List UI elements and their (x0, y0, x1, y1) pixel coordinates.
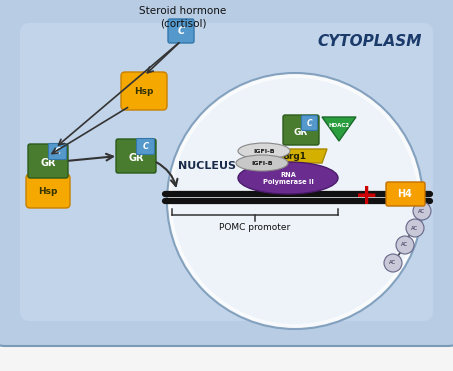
Text: CYTOPLASM: CYTOPLASM (318, 33, 422, 49)
Text: AC: AC (401, 243, 409, 247)
FancyBboxPatch shape (28, 144, 68, 178)
Text: C: C (307, 118, 312, 128)
Circle shape (172, 78, 418, 324)
Text: GR: GR (128, 153, 144, 163)
Circle shape (384, 254, 402, 272)
Polygon shape (322, 117, 356, 141)
FancyBboxPatch shape (302, 115, 318, 131)
Text: C: C (142, 142, 149, 151)
FancyBboxPatch shape (20, 23, 433, 321)
Ellipse shape (238, 162, 338, 194)
Circle shape (167, 73, 423, 329)
Text: H4: H4 (398, 189, 412, 199)
Circle shape (396, 236, 414, 254)
Text: IGFI-B: IGFI-B (253, 148, 275, 154)
FancyBboxPatch shape (48, 144, 67, 160)
FancyBboxPatch shape (121, 72, 167, 110)
Text: C: C (178, 26, 184, 36)
Text: Steroid hormone
(cortisol): Steroid hormone (cortisol) (140, 6, 226, 29)
Text: AC: AC (419, 209, 425, 213)
Text: Hsp: Hsp (39, 187, 58, 196)
Text: POMC promoter: POMC promoter (219, 223, 291, 232)
FancyBboxPatch shape (283, 115, 319, 145)
Polygon shape (262, 149, 327, 163)
Text: AC: AC (390, 260, 396, 266)
Text: IGFI-B: IGFI-B (251, 161, 273, 165)
FancyBboxPatch shape (386, 182, 425, 206)
Text: +: + (355, 182, 379, 210)
Text: GR: GR (40, 158, 56, 168)
Text: GR: GR (294, 128, 308, 137)
Text: RNA
Polymerase II: RNA Polymerase II (263, 171, 313, 184)
Ellipse shape (236, 155, 288, 171)
Text: Hsp: Hsp (134, 86, 154, 95)
Circle shape (413, 202, 431, 220)
Text: C: C (54, 147, 61, 156)
Ellipse shape (238, 143, 290, 159)
Text: NUCLEUS: NUCLEUS (178, 161, 236, 171)
FancyBboxPatch shape (116, 139, 156, 173)
FancyBboxPatch shape (0, 0, 453, 346)
Circle shape (406, 219, 424, 237)
Text: AC: AC (411, 226, 419, 230)
FancyBboxPatch shape (168, 19, 194, 43)
FancyBboxPatch shape (26, 174, 70, 208)
Text: HDAC2: HDAC2 (328, 122, 350, 128)
FancyBboxPatch shape (136, 138, 154, 154)
Text: Brg1: Brg1 (282, 151, 306, 161)
